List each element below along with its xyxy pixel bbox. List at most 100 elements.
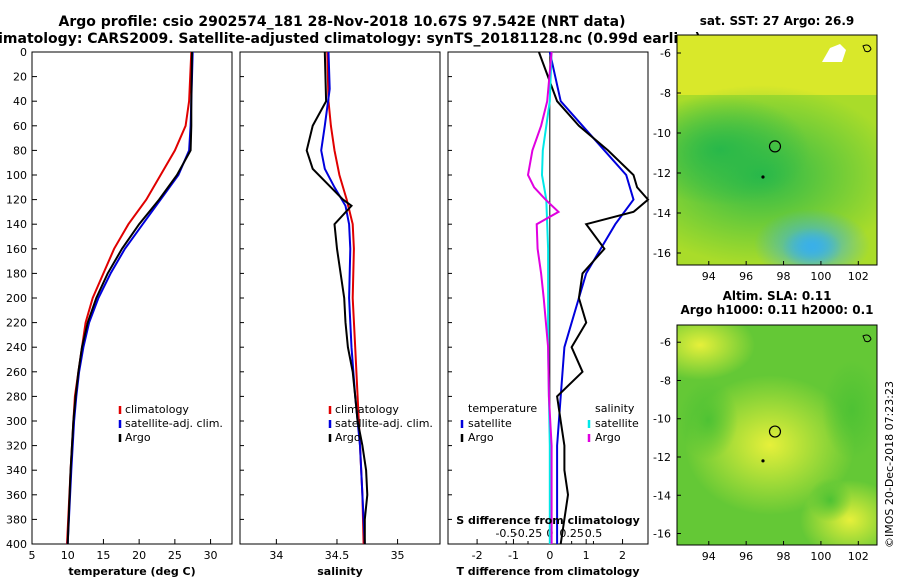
sst-map-axes: 94 96 98 100 102 -6 -8 -10 -12 -14 -16 bbox=[653, 47, 869, 283]
depth-tick-label: 340 bbox=[6, 464, 27, 477]
salinity-line-argo bbox=[305, 51, 369, 544]
legend-satellite: satellite-adj. clim. bbox=[335, 417, 433, 430]
map-lon-label: 100 bbox=[810, 550, 831, 563]
depth-tick-label: 80 bbox=[13, 144, 27, 157]
sst-field-warm bbox=[677, 35, 877, 95]
temperature-xlabel: temperature (deg C) bbox=[68, 565, 195, 578]
previous-position-marker bbox=[761, 175, 765, 179]
sla-map-subtitle: Argo h1000: 0.11 h2000: 0.1 bbox=[680, 303, 873, 317]
difference-line-temperature-satellite bbox=[548, 51, 635, 544]
map-lon-label: 100 bbox=[810, 270, 831, 283]
legend-salinity-title: salinity bbox=[595, 402, 635, 415]
x-tick-label: -2 bbox=[472, 549, 483, 562]
depth-tick-label: 280 bbox=[6, 390, 27, 403]
previous-position-marker bbox=[761, 459, 765, 463]
temperature-line-satellite-adj-clim- bbox=[66, 51, 194, 545]
map-lon-label: 102 bbox=[848, 270, 869, 283]
map-lat-label: -12 bbox=[653, 451, 671, 464]
sst-map-frame bbox=[676, 34, 878, 266]
sla-map-frame bbox=[676, 324, 878, 546]
salinity-xlabel: salinity bbox=[317, 565, 363, 578]
map-lat-label: -12 bbox=[653, 167, 671, 180]
s-tick-label: 0.5 bbox=[585, 527, 603, 540]
sst-field-cool-west bbox=[677, 95, 810, 205]
x-tick-label: 30 bbox=[204, 549, 218, 562]
map-lon-label: 98 bbox=[777, 270, 791, 283]
depth-tick-label: 20 bbox=[13, 71, 27, 84]
sst-field-coldest bbox=[782, 228, 842, 265]
salinity-panel: 34 34.5 35 salinity climatology satellite-… bbox=[239, 51, 441, 578]
map-lat-label: -10 bbox=[653, 127, 671, 140]
map-lon-label: 96 bbox=[739, 270, 753, 283]
map-lon-label: 98 bbox=[777, 550, 791, 563]
depth-tick-label: 200 bbox=[6, 292, 27, 305]
depth-tick-label: 140 bbox=[6, 218, 27, 231]
x-tick-label: 25 bbox=[168, 549, 182, 562]
depth-tick-label: 300 bbox=[6, 415, 27, 428]
figure-title-line2: Climatology: CARS2009. Satellite-adjuste… bbox=[0, 31, 701, 47]
sst-coast-icon bbox=[862, 44, 872, 53]
difference-line-temperature-argo bbox=[537, 51, 650, 545]
x-tick-label: 20 bbox=[132, 549, 146, 562]
depth-tick-label: 240 bbox=[6, 341, 27, 354]
depth-axis: 0 20 40 60 80 100 120 140 160 180 200 220 240 260 280 3… bbox=[6, 46, 452, 551]
legend-climatology: climatology bbox=[335, 403, 399, 416]
salinity-x-axis: 34 34.5 35 bbox=[269, 539, 405, 562]
temperature-line-argo bbox=[66, 51, 193, 545]
difference-line-salinity-satellite bbox=[540, 51, 553, 544]
map-lon-label: 94 bbox=[702, 270, 716, 283]
sla-coast-icon bbox=[862, 334, 872, 343]
legend-argo: Argo bbox=[335, 431, 361, 444]
map-lat-label: -8 bbox=[660, 374, 671, 387]
sla-field-high-nw bbox=[677, 325, 755, 380]
map-lat-label: -6 bbox=[660, 47, 671, 60]
sst-heatmap bbox=[677, 35, 877, 265]
difference-legend: temperature satellite Argo salinity sate… bbox=[460, 402, 639, 444]
legend-temp-argo: Argo bbox=[468, 431, 494, 444]
s-tick-label: 0.25 bbox=[559, 527, 584, 540]
difference-axes-frame bbox=[447, 51, 649, 545]
difference-line-salinity-argo bbox=[526, 51, 561, 544]
legend-temp-satellite: satellite bbox=[468, 417, 512, 430]
salinity-line-climatology bbox=[326, 51, 365, 545]
x-tick-label: 10 bbox=[61, 549, 75, 562]
depth-tick-label: 100 bbox=[6, 169, 27, 182]
depth-tick-label: 380 bbox=[6, 513, 27, 526]
map-lat-label: -16 bbox=[653, 247, 671, 260]
map-lat-label: -10 bbox=[653, 413, 671, 426]
temperature-series bbox=[66, 51, 194, 545]
sla-heatmap bbox=[677, 325, 877, 545]
salinity-line-satellite-adj-clim- bbox=[320, 51, 366, 545]
x-tick-label: 34 bbox=[269, 549, 283, 562]
sla-field-low-e bbox=[822, 360, 877, 460]
legend-climatology: climatology bbox=[125, 403, 189, 416]
s-tick-label: -0.25 bbox=[514, 527, 542, 540]
map-lat-label: -6 bbox=[660, 336, 671, 349]
x-tick-label: 35 bbox=[391, 549, 405, 562]
sst-map-title: sat. SST: 27 Argo: 26.9 bbox=[700, 14, 854, 28]
depth-tick-label: 60 bbox=[13, 120, 27, 133]
argo-position-marker bbox=[768, 140, 782, 153]
x-tick-label: 15 bbox=[96, 549, 110, 562]
sst-missing-data bbox=[822, 44, 846, 62]
x-tick-label: -1 bbox=[508, 549, 519, 562]
sla-map-panel: Altim. SLA: 0.11 Argo h1000: 0.11 h2000:… bbox=[653, 289, 878, 563]
map-lat-label: -14 bbox=[653, 489, 671, 502]
salinity-legend: climatology satellite-adj. clim. Argo bbox=[328, 403, 433, 444]
difference-xlabel: T difference from climatology bbox=[456, 565, 639, 578]
temperature-x-axis: 5 10 15 20 25 30 bbox=[29, 539, 218, 562]
map-lon-label: 102 bbox=[848, 550, 869, 563]
salinity-axes-frame bbox=[239, 51, 441, 545]
sla-map-markers bbox=[761, 425, 782, 463]
map-lat-label: -14 bbox=[653, 207, 671, 220]
legend-temperature-title: temperature bbox=[468, 402, 537, 415]
footer-copyright: ©IMOS 20-Dec-2018 07:23:23 bbox=[883, 381, 896, 548]
s-tick-label: -0.5 bbox=[495, 527, 516, 540]
depth-tick-label: 0 bbox=[20, 46, 27, 59]
map-lat-label: -16 bbox=[653, 528, 671, 541]
temperature-line-climatology bbox=[66, 51, 193, 545]
map-lon-label: 94 bbox=[702, 550, 716, 563]
x-tick-label: 0 bbox=[546, 549, 553, 562]
depth-tick-label: 320 bbox=[6, 440, 27, 453]
